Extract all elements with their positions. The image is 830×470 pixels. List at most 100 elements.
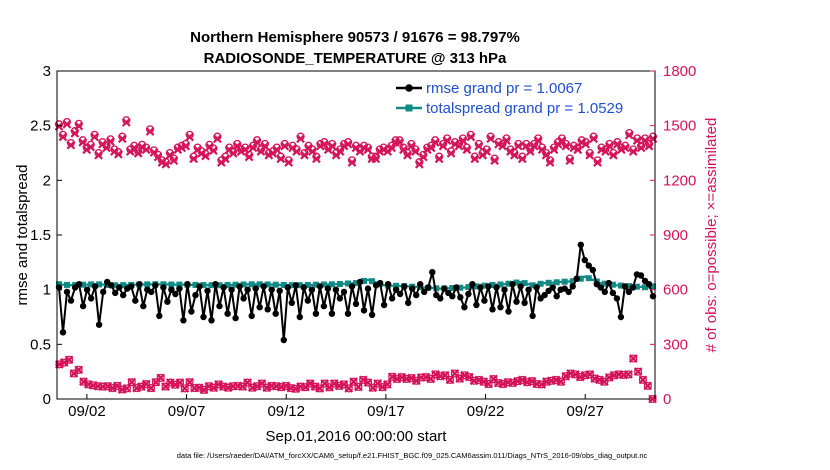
rmse-point — [95, 321, 103, 328]
obs-assimilated-top-point — [272, 145, 282, 155]
rmse-point — [332, 286, 340, 293]
spread-point — [88, 281, 95, 288]
rmse-point — [364, 285, 372, 292]
obs-assimilated-top-point — [418, 152, 428, 162]
spread-point — [489, 282, 496, 288]
obs-assimilated-point — [595, 375, 604, 385]
obs-low-possible-point — [243, 378, 252, 387]
obs-low-possible-point — [161, 382, 170, 391]
spread-point — [312, 281, 319, 288]
obs-assimilated-point — [479, 377, 489, 387]
y-tick-label: 0.5 — [30, 336, 51, 353]
spread-point — [224, 282, 231, 288]
obs-assimilated-top-point — [185, 132, 195, 142]
rmse-point — [204, 287, 211, 294]
obs-assimilated-point — [156, 373, 166, 383]
rmse-point — [136, 281, 143, 288]
obs-assimilated-top-point — [482, 147, 492, 156]
rmse-point — [300, 284, 307, 291]
rmse-point — [569, 283, 576, 290]
obs-assimilated-top-point — [644, 141, 654, 151]
rmse-point — [252, 285, 259, 292]
spread-point — [200, 282, 207, 289]
obs-assimilated-top-point — [327, 141, 337, 151]
spread-point — [120, 282, 127, 289]
obs-low-possible-point — [151, 378, 160, 387]
obs-assimilated-top-point — [58, 132, 68, 142]
spread-point — [513, 279, 520, 286]
obs-low-possible-point — [339, 380, 348, 389]
spread-point — [304, 282, 311, 288]
rmse-point — [212, 281, 219, 288]
rmse-point — [625, 288, 633, 296]
rmse-point — [188, 308, 195, 315]
obs-low-possible-point — [634, 367, 643, 376]
rmse-point — [232, 314, 239, 322]
y2-tick-label: 0 — [663, 391, 671, 408]
spread-point — [240, 281, 247, 288]
obs-low-possible-point — [484, 380, 493, 389]
obs-assimilated-top-point — [430, 138, 440, 147]
spread-point — [264, 281, 271, 288]
rmse-point — [208, 317, 215, 324]
obs-assimilated-top-point — [62, 119, 72, 129]
rmse-point — [396, 290, 404, 298]
y2-axis-label: # of obs: o=possible; ×=assimilated — [703, 118, 720, 353]
obs-assimilated-top-point — [628, 147, 638, 156]
obs-assimilated-top-point — [462, 145, 472, 155]
y-tick-label: 1 — [43, 282, 51, 299]
rmse-point — [83, 286, 91, 293]
rmse-point — [352, 300, 360, 308]
obs-low-possible-point — [383, 380, 392, 389]
rmse-point — [573, 275, 580, 282]
x-tick-label: 09/22 — [467, 403, 505, 420]
rmse-point — [244, 286, 251, 293]
obs-assimilated-top-point — [490, 156, 499, 166]
spread-point — [80, 281, 87, 288]
rmse-point — [413, 291, 420, 299]
rmse-point — [581, 256, 588, 264]
rmse-point — [344, 310, 352, 317]
rmse-point — [481, 297, 488, 304]
rmse-point — [272, 310, 279, 317]
obs-low-possible-point — [315, 384, 324, 393]
obs-assimilated-point — [537, 380, 547, 389]
spread-point — [465, 284, 472, 291]
spread-point — [521, 280, 528, 287]
spread-point — [296, 282, 303, 289]
obs-assimilated-top-point — [86, 142, 96, 152]
rmse-point — [336, 295, 344, 302]
obs-low-possible-point — [624, 370, 633, 379]
obs-assimilated-top-point — [260, 141, 270, 151]
rmse-point — [549, 284, 556, 291]
obs-assimilated-top-point — [403, 150, 412, 160]
obs-low-possible-point — [450, 369, 459, 378]
obs-assimilated-point — [392, 374, 402, 384]
rmse-point — [172, 290, 179, 298]
obs-assimilated-top-point — [609, 150, 618, 160]
legend-box — [390, 76, 653, 122]
rmse-point — [533, 284, 540, 291]
obs-low-possible-point — [74, 365, 83, 374]
rmse-point — [63, 288, 71, 296]
obs-low-possible-point — [122, 384, 131, 393]
rmse-point — [168, 286, 175, 293]
obs-assimilated-point — [407, 373, 416, 383]
spread-point — [176, 281, 183, 288]
obs-assimilated-point — [460, 370, 469, 380]
spread-point — [497, 281, 504, 288]
obs-assimilated-top-point — [70, 128, 80, 138]
obs-assimilated-top-point — [513, 141, 523, 151]
rmse-point — [240, 295, 247, 302]
spread-point — [288, 282, 295, 289]
rmse-point — [376, 279, 384, 287]
obs-assimilated-point — [74, 365, 84, 375]
y-tick-label: 2.5 — [30, 118, 51, 135]
obs-low-possible-point — [426, 374, 435, 384]
rmse-point — [525, 286, 532, 293]
rmse-point — [597, 284, 604, 291]
spread-point — [256, 281, 263, 288]
obs-assimilated-top-point — [133, 148, 143, 158]
obs-assimilated-top-point — [296, 134, 305, 144]
obs-assimilated-top-point — [581, 139, 591, 149]
